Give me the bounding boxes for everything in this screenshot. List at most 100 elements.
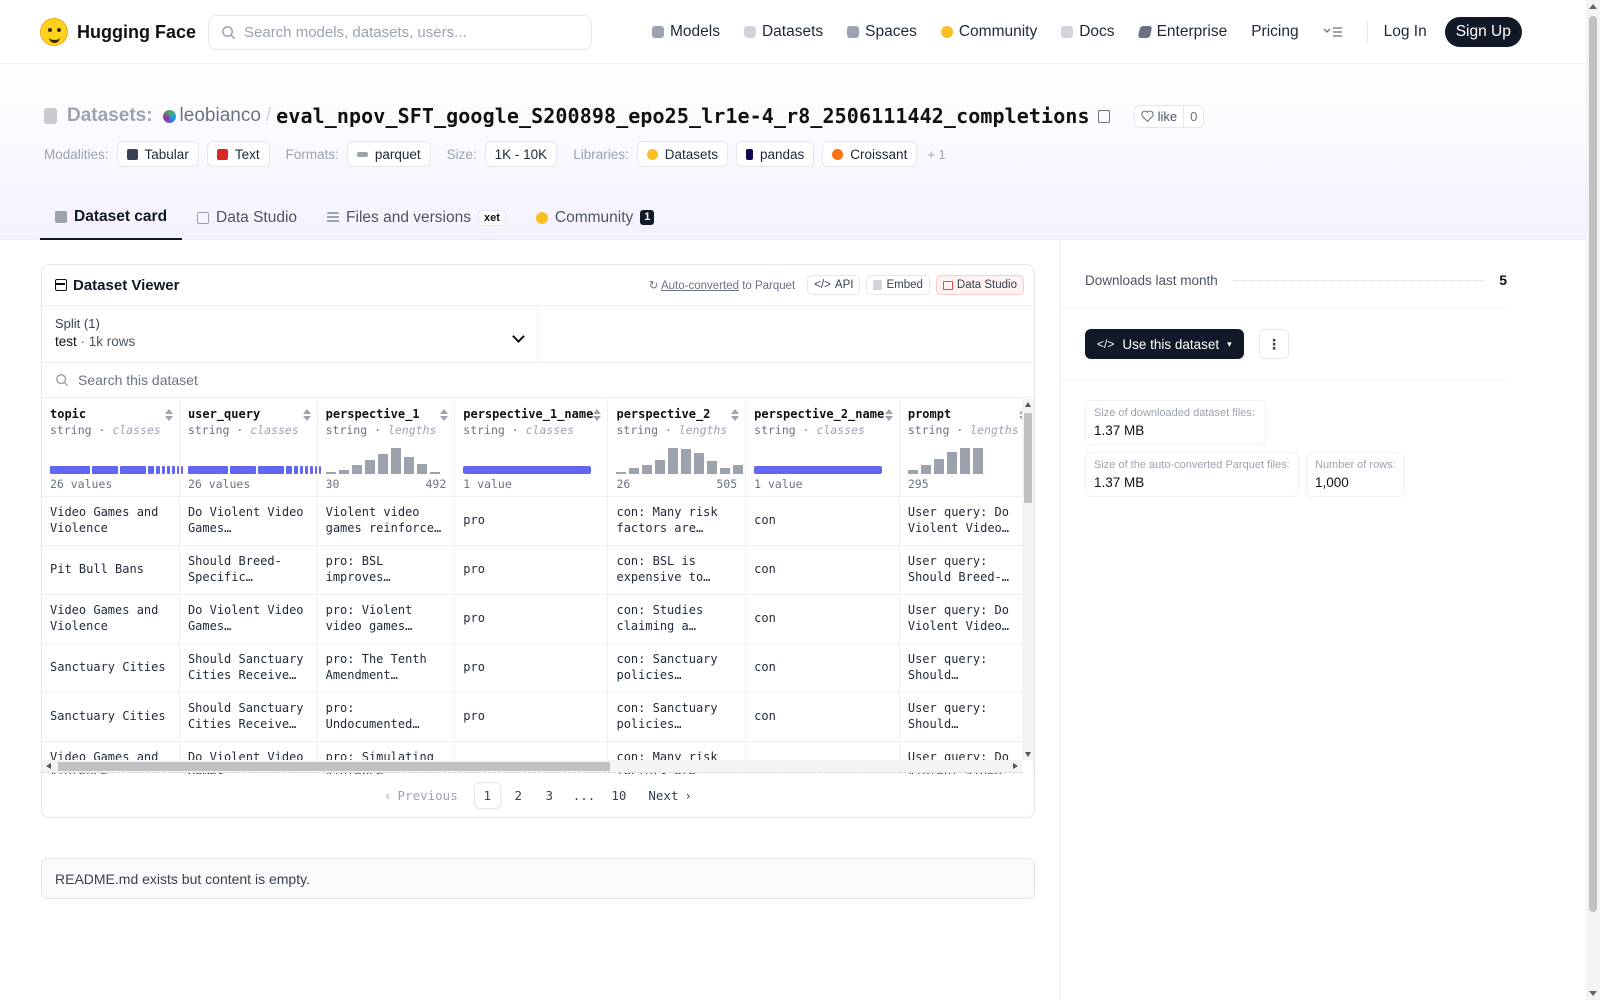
scroll-left-icon[interactable]: [46, 763, 51, 769]
section-label[interactable]: Datasets:: [67, 105, 153, 126]
column-header-perspective-2[interactable]: perspective_2 string · lengths 26 505: [607, 399, 747, 497]
class-bar-segment[interactable]: [229, 466, 256, 474]
table-cell-prompt[interactable]: User query: Do Violent Video…: [899, 594, 1034, 644]
table-cell-perspective-2[interactable]: con: Studies claiming a causal…: [607, 594, 747, 644]
table-row[interactable]: Video Games and Violence Do Violent Video…: [42, 496, 1034, 546]
table-cell-user-query[interactable]: Should Sanctuary Cities Receive…: [179, 643, 318, 693]
class-bar-segment[interactable]: [285, 466, 292, 474]
horizontal-scrollbar[interactable]: [42, 760, 1022, 773]
table-cell-perspective-1[interactable]: pro: Undocumented immigrants are…: [317, 692, 456, 742]
tag-lib-datasets[interactable]: Datasets: [636, 141, 728, 167]
column-header-prompt[interactable]: prompt string · lengths 295: [899, 399, 1034, 497]
table-cell-perspective-1-name[interactable]: pro: [454, 496, 609, 546]
table-cell-perspective-1-name[interactable]: pro: [454, 594, 609, 644]
tab-dataset-card[interactable]: Dataset card: [40, 195, 183, 240]
length-histogram[interactable]: [616, 445, 744, 474]
tag-tabular[interactable]: Tabular: [116, 141, 199, 167]
owner-link[interactable]: leobianco: [179, 105, 261, 126]
class-distribution-bar[interactable]: [50, 466, 183, 474]
class-bar-segment[interactable]: [257, 466, 284, 474]
table-cell-perspective-2-name[interactable]: con: [745, 692, 900, 742]
scroll-down-icon[interactable]: [1025, 752, 1031, 757]
split-selector[interactable]: Split (1) test · 1k rows: [42, 306, 538, 362]
table-cell-topic[interactable]: Pit Bull Bans: [42, 545, 180, 595]
histogram-bar[interactable]: [351, 465, 362, 474]
column-header-user-query[interactable]: user_query string · classes 26 values: [179, 399, 321, 497]
table-cell-perspective-2[interactable]: con: Many risk factors are…: [607, 496, 747, 546]
nav-models[interactable]: Models: [652, 23, 720, 41]
page-2-button[interactable]: 2: [514, 787, 522, 803]
class-bar-segment[interactable]: [299, 466, 303, 474]
table-cell-perspective-2[interactable]: con: BSL is expensive to…: [607, 545, 747, 595]
auto-converted-link[interactable]: Auto-converted: [660, 280, 739, 292]
single-value-bar[interactable]: [463, 466, 592, 474]
table-cell-perspective-2-name[interactable]: con: [745, 545, 900, 595]
table-cell-topic[interactable]: Video Games and Violence: [42, 594, 180, 644]
sort-icon[interactable]: [884, 409, 893, 421]
table-cell-prompt[interactable]: User query: Should Sanctuary…: [899, 643, 1034, 693]
histogram-bar[interactable]: [972, 448, 983, 474]
column-header-topic[interactable]: topic string · classes 26 values: [42, 399, 183, 497]
histogram-bar[interactable]: [364, 460, 375, 474]
sort-icon[interactable]: [164, 409, 173, 421]
scroll-up-icon[interactable]: [1025, 402, 1031, 407]
table-row[interactable]: Sanctuary Cities Should Sanctuary Cities …: [42, 692, 1034, 742]
table-cell-perspective-2[interactable]: con: Sanctuary policies prevent…: [607, 643, 747, 693]
table-cell-prompt[interactable]: User query: Should Breed-Specific…: [899, 545, 1034, 595]
table-cell-perspective-2[interactable]: con: Sanctuary policies prevent…: [607, 692, 747, 742]
scroll-right-icon[interactable]: [1013, 763, 1018, 769]
table-cell-prompt[interactable]: User query: Do Violent Video…: [899, 496, 1034, 546]
nav-datasets[interactable]: Datasets: [743, 23, 823, 41]
use-this-dataset-button[interactable]: </> Use this dataset ▾: [1085, 329, 1244, 359]
brand-logo[interactable]: Hugging Face: [40, 17, 196, 47]
tag-size[interactable]: 1K - 10K: [484, 141, 558, 167]
table-cell-user-query[interactable]: Do Violent Video Games Contribute…: [179, 594, 318, 644]
sort-icon[interactable]: [731, 409, 740, 421]
class-bar-segment[interactable]: [92, 466, 118, 474]
table-cell-perspective-1-name[interactable]: pro: [454, 692, 609, 742]
nav-spaces[interactable]: Spaces: [847, 23, 917, 41]
class-bar-segment[interactable]: [156, 466, 160, 474]
copy-icon[interactable]: [1097, 109, 1110, 123]
tag-lib-croissant[interactable]: Croissant: [822, 141, 918, 167]
sort-icon[interactable]: [440, 409, 449, 421]
class-bar-segment[interactable]: [177, 466, 179, 474]
class-bar-segment[interactable]: [50, 466, 90, 474]
class-bar-segment[interactable]: [309, 466, 313, 474]
horizontal-scroll-thumb[interactable]: [58, 762, 610, 771]
table-cell-perspective-1[interactable]: Violent video games reinforce…: [317, 496, 456, 546]
histogram-bar[interactable]: [694, 453, 705, 474]
column-header-perspective-1-name[interactable]: perspective_1_name string · classes 1 valu…: [454, 399, 609, 497]
histogram-bar[interactable]: [338, 470, 349, 474]
api-button[interactable]: </> API: [807, 275, 861, 295]
sort-icon[interactable]: [302, 409, 311, 421]
like-button[interactable]: like 0: [1133, 104, 1205, 128]
table-cell-perspective-2-name[interactable]: con: [745, 643, 900, 693]
nav-community[interactable]: Community: [940, 23, 1037, 41]
histogram-bar[interactable]: [720, 468, 731, 474]
tag-lib-pandas[interactable]: pandas: [736, 141, 815, 167]
class-bar-segment[interactable]: [304, 466, 308, 474]
table-cell-topic[interactable]: Video Games and Violence: [42, 496, 180, 546]
length-histogram[interactable]: [907, 445, 983, 474]
previous-page-button[interactable]: ‹ Previous: [372, 782, 470, 809]
histogram-bar[interactable]: [403, 457, 414, 474]
table-cell-perspective-1-name[interactable]: pro: [454, 643, 609, 693]
table-cell-perspective-1-name[interactable]: pro: [454, 545, 609, 595]
histogram-bar[interactable]: [377, 454, 388, 474]
table-cell-user-query[interactable]: Do Violent Video Games Contribute…: [179, 496, 318, 546]
login-link[interactable]: Log In: [1383, 23, 1427, 40]
dataset-search[interactable]: [42, 363, 1034, 398]
histogram-bar[interactable]: [429, 472, 440, 474]
histogram-bar[interactable]: [907, 470, 918, 474]
table-row[interactable]: Pit Bull Bans Should Breed-Specific… pro: …: [42, 545, 1034, 595]
next-page-button[interactable]: Next ›: [636, 782, 704, 809]
single-value-bar[interactable]: [754, 466, 883, 474]
column-header-perspective-1[interactable]: perspective_1 string · lengths 30 492: [317, 399, 456, 497]
table-row[interactable]: Sanctuary Cities Should Sanctuary Cities …: [42, 643, 1034, 693]
class-bar-segment[interactable]: [172, 466, 175, 474]
dataset-search-input[interactable]: [78, 372, 978, 388]
table-cell-user-query[interactable]: Should Sanctuary Cities Receive…: [179, 692, 318, 742]
histogram-bar[interactable]: [920, 465, 931, 474]
tag-text[interactable]: Text: [206, 141, 270, 167]
